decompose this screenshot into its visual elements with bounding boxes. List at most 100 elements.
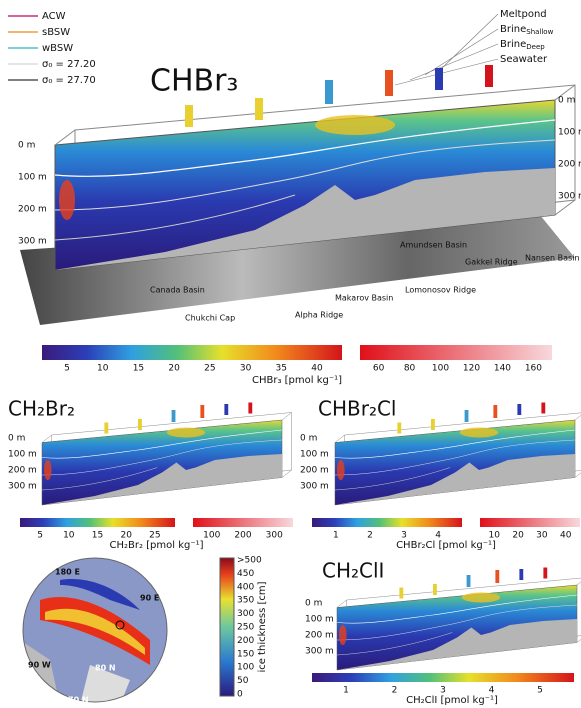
colorbar-tick: 30 (240, 364, 252, 374)
depth-label: 0 m (558, 96, 575, 106)
colorbar-tick: 5 (37, 531, 43, 541)
section (42, 403, 292, 506)
legend-label: ACW (42, 11, 66, 22)
ice-colorbar (220, 558, 234, 696)
colorbar-tick: 25 (149, 531, 160, 541)
region-label: Nansen Basin (525, 254, 580, 263)
region-label: Chukchi Cap (185, 314, 235, 323)
region-label: Gakkel Ridge (465, 258, 518, 267)
colorbar-tick: 4 (489, 686, 495, 696)
depth-label: 300 m (8, 482, 37, 492)
colorbar-tick: 3 (401, 531, 407, 541)
depth-label: 100 m (18, 173, 47, 183)
ice-tick: 150 (237, 649, 254, 659)
region-label: Amundsen Basin (400, 241, 467, 250)
sample-sub: Deep (526, 43, 545, 51)
colorbar-tick: 1 (333, 531, 339, 541)
sample-sub: Shallow (526, 28, 553, 36)
colorbar-tick: 140 (494, 364, 511, 374)
map-label: 90 W (28, 661, 51, 670)
legend-label: σ₀ = 27.70 (42, 75, 96, 86)
depth-label: 100 m (8, 450, 37, 460)
figure: ACW sBSW wBSW σ₀ = 27.20 σ₀ = 27.70 Meltpond… (0, 0, 581, 708)
legend: ACW sBSW wBSW σ₀ = 27.20 σ₀ = 27.70 (8, 11, 96, 86)
colorbar (42, 345, 342, 360)
colorbar-tick: 160 (525, 364, 542, 374)
colorbar-tick: 120 (463, 364, 480, 374)
map-label: 180 E (55, 568, 80, 577)
section (337, 568, 581, 671)
ice-tick: 50 (237, 676, 249, 686)
colorbar-tick: 15 (133, 364, 144, 374)
colorbar-label: CHBr₃ [pmol kg⁻¹] (252, 375, 342, 386)
panel-title: CH₂ClI (322, 559, 384, 583)
colorbar-label: CH₂Br₂ [pmol kg⁻¹] (109, 540, 203, 551)
region-label: Lomonosov Ridge (405, 286, 476, 295)
ice-tick: 450 (237, 569, 254, 579)
depth-label: 0 m (18, 141, 35, 151)
colorbar-label: CHBr₂Cl [pmol kg⁻¹] (396, 540, 496, 551)
colorbar (312, 518, 462, 527)
depth-label: 200 m (558, 160, 581, 170)
colorbar-tick: 20 (120, 531, 132, 541)
ice-tick: 350 (237, 596, 254, 606)
ice-tick: 0 (237, 690, 243, 700)
colorbar-tick: 20 (512, 531, 524, 541)
region-label: Canada Basin (150, 286, 205, 295)
colorbar (193, 518, 293, 527)
depth-label: 300 m (305, 647, 334, 657)
depth-label: 200 m (18, 205, 47, 215)
colorbar (312, 673, 574, 682)
depth-label: 0 m (300, 434, 317, 444)
colorbar-tick: 15 (92, 531, 103, 541)
ice-tick: >500 (237, 556, 262, 566)
colorbar-tick: 30 (536, 531, 548, 541)
colorbar-tick: 1 (343, 686, 349, 696)
colorbar-tick: 5 (64, 364, 70, 374)
region-label: Makarov Basin (335, 294, 393, 303)
depth-label: 200 m (8, 466, 37, 476)
ice-tick: 200 (237, 636, 254, 646)
leader (440, 14, 498, 70)
colorbar (360, 345, 552, 360)
depth-label: 200 m (300, 466, 329, 476)
colorbar-tick: 200 (234, 531, 251, 541)
panel-title: CHBr₂Cl (318, 397, 397, 421)
ice-label: ice thickness [cm] (257, 581, 268, 672)
sample-label: BrineDeep (500, 39, 545, 51)
colorbar-tick: 2 (392, 686, 398, 696)
main-title: CHBr₃ (150, 64, 238, 99)
colorbar-tick: 3 (440, 686, 446, 696)
colorbar-tick: 80 (404, 364, 416, 374)
colorbar-tick: 20 (168, 364, 180, 374)
depth-label: 300 m (558, 192, 581, 202)
colorbar-tick: 2 (367, 531, 373, 541)
colorbar-tick: 40 (560, 531, 572, 541)
colorbar-tick: 4 (435, 531, 441, 541)
colorbar-tick: 300 (266, 531, 283, 541)
depth-label: 0 m (8, 434, 25, 444)
colorbar-tick: 10 (97, 364, 109, 374)
legend-label: wBSW (42, 43, 73, 54)
depth-label: 200 m (305, 631, 334, 641)
sample-text: Brine (500, 24, 526, 35)
legend-label: sBSW (42, 27, 70, 38)
leader (410, 44, 498, 80)
colorbar-tick: 40 (311, 364, 323, 374)
region-label: Alpha Ridge (295, 311, 343, 320)
panel-title: CH₂Br₂ (8, 397, 75, 421)
colorbar (20, 518, 175, 527)
ice-tick: 300 (237, 609, 254, 619)
map-label: 90 E (140, 594, 159, 603)
sample-label: Meltpond (500, 9, 547, 20)
map-label: 80 N (95, 664, 116, 673)
colorbar-tick: 5 (537, 686, 543, 696)
ice-map (20, 555, 170, 705)
colorbar (480, 518, 580, 527)
colorbar-tick: 100 (203, 531, 220, 541)
sample-text: Brine (500, 39, 526, 50)
sample-label: Seawater (500, 54, 548, 65)
colorbar-tick: 35 (276, 364, 287, 374)
ice-tick: 250 (237, 623, 254, 633)
legend-label: σ₀ = 27.20 (42, 59, 96, 70)
